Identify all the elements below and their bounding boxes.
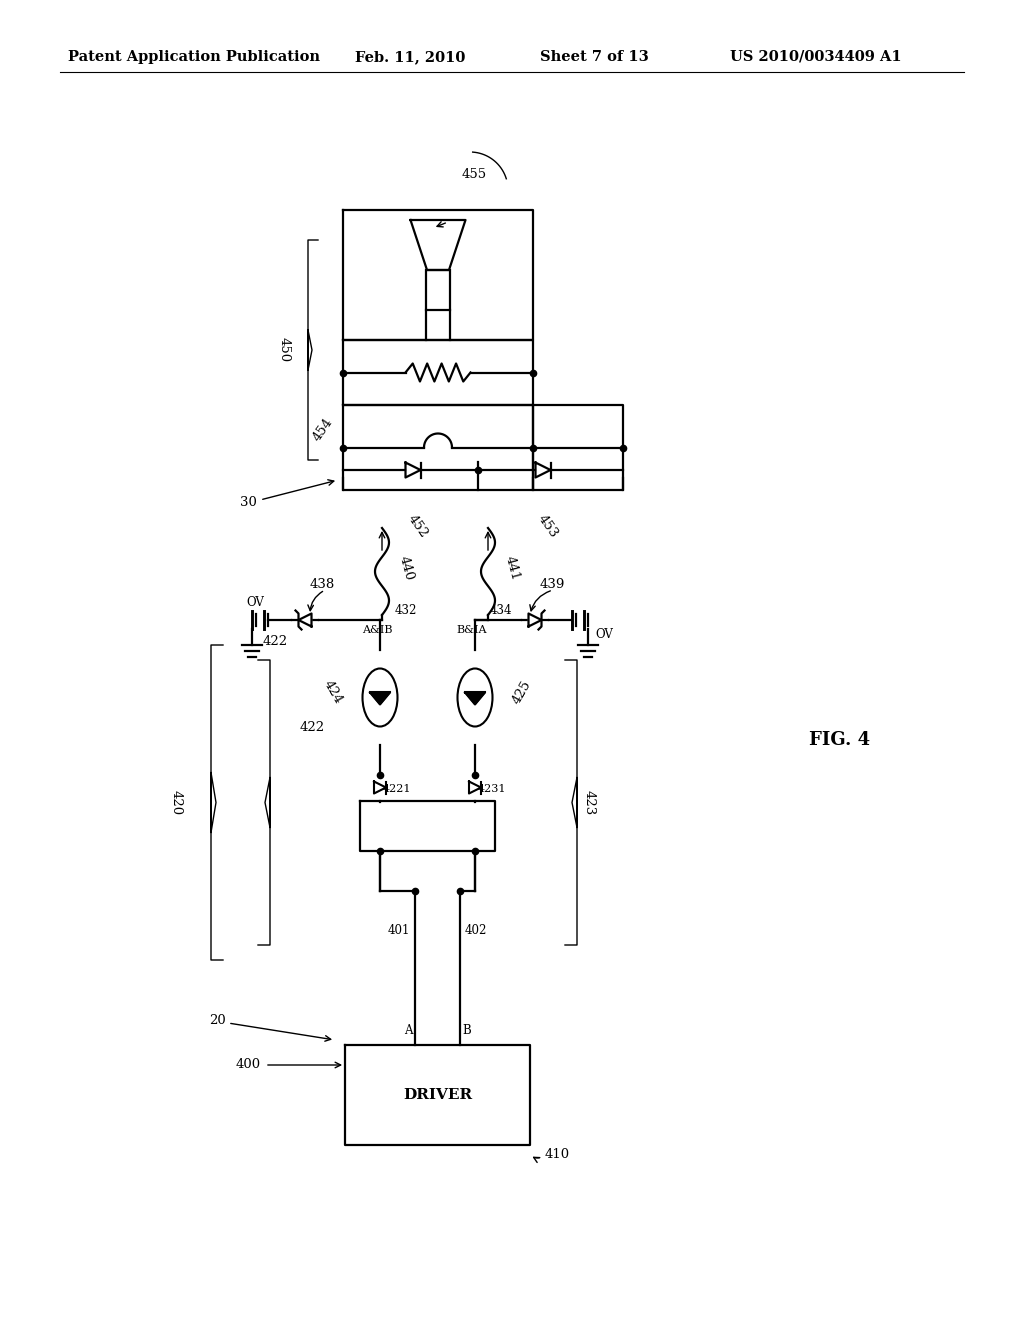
Text: 454: 454 (310, 416, 335, 444)
Text: 422: 422 (300, 721, 325, 734)
Text: 439: 439 (540, 578, 565, 591)
Text: 410: 410 (545, 1148, 570, 1162)
Text: 434: 434 (490, 603, 512, 616)
Polygon shape (370, 693, 390, 705)
Text: A&IB: A&IB (361, 624, 392, 635)
Polygon shape (374, 781, 386, 793)
Text: 401: 401 (388, 924, 411, 937)
Text: 425: 425 (510, 678, 534, 706)
Polygon shape (299, 614, 311, 627)
Text: Patent Application Publication: Patent Application Publication (68, 50, 319, 63)
Text: B&IA: B&IA (457, 624, 487, 635)
Text: 432: 432 (395, 603, 418, 616)
Text: DRIVER: DRIVER (402, 1088, 472, 1102)
Text: A: A (403, 1024, 413, 1038)
Ellipse shape (362, 668, 397, 726)
Text: 4231: 4231 (478, 784, 507, 795)
Bar (426, 271, 450, 310)
Text: 424: 424 (322, 678, 345, 706)
Text: 441: 441 (503, 554, 522, 582)
Text: 440: 440 (397, 554, 416, 582)
Text: 455: 455 (462, 169, 487, 181)
Text: 438: 438 (310, 578, 335, 591)
Text: OV: OV (246, 595, 264, 609)
Polygon shape (528, 614, 542, 627)
Text: US 2010/0034409 A1: US 2010/0034409 A1 (730, 50, 901, 63)
Text: OV: OV (595, 628, 613, 642)
Text: 4221: 4221 (383, 784, 412, 795)
Polygon shape (469, 781, 481, 793)
Text: 400: 400 (236, 1059, 260, 1072)
Ellipse shape (458, 668, 493, 726)
Polygon shape (406, 462, 421, 478)
Text: FIG. 4: FIG. 4 (809, 731, 870, 748)
Text: 402: 402 (465, 924, 487, 937)
Text: Feb. 11, 2010: Feb. 11, 2010 (355, 50, 465, 63)
Text: 20: 20 (210, 1014, 226, 1027)
Text: 30: 30 (240, 495, 256, 508)
Text: 453: 453 (536, 512, 560, 540)
Text: 422: 422 (263, 635, 288, 648)
Text: 423: 423 (583, 789, 596, 816)
Text: B: B (463, 1024, 471, 1038)
Text: Sheet 7 of 13: Sheet 7 of 13 (540, 50, 649, 63)
Text: 450: 450 (278, 338, 291, 363)
Text: 420: 420 (170, 789, 183, 814)
Polygon shape (465, 693, 485, 705)
Text: 452: 452 (406, 512, 430, 540)
Polygon shape (536, 462, 551, 478)
